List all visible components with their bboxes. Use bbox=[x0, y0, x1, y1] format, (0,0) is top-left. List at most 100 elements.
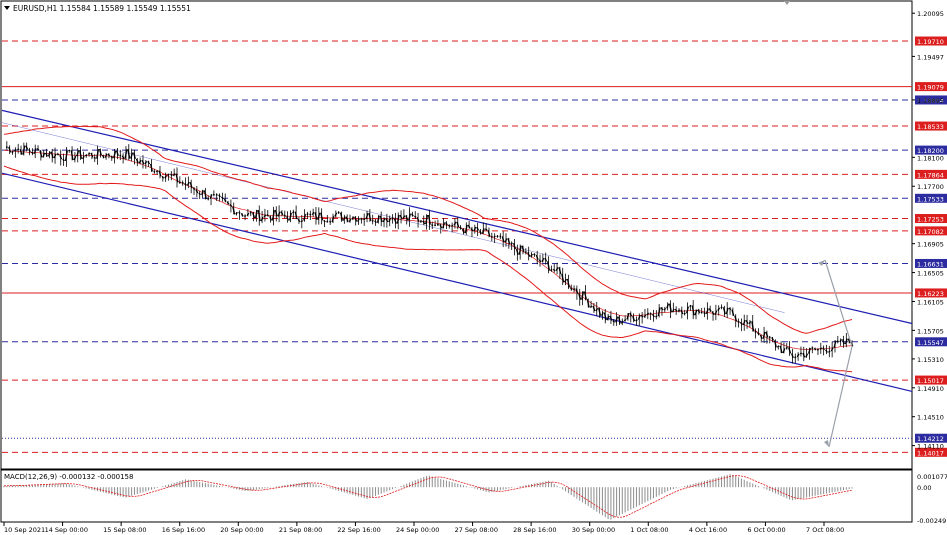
candle-body bbox=[379, 215, 383, 223]
candle-body bbox=[680, 309, 684, 315]
arrow-down bbox=[828, 346, 853, 448]
candle-body bbox=[771, 337, 775, 341]
candle-body bbox=[238, 211, 241, 214]
time-axis: 10 Sep 2021 14 Sep 00:00 15 Sep 08:00 16 Se… bbox=[3, 522, 844, 534]
candle-body bbox=[79, 150, 83, 160]
candle-body bbox=[734, 315, 738, 322]
level-tag-label: 1.16223 bbox=[917, 290, 944, 298]
channel-lower bbox=[1, 172, 913, 393]
candle-body bbox=[14, 149, 17, 152]
candle-body bbox=[317, 212, 321, 220]
candle-body bbox=[288, 212, 292, 221]
candle-body bbox=[807, 347, 811, 354]
time-tick-label: 24 Sep 00:00 bbox=[396, 526, 439, 534]
candle-body bbox=[73, 155, 77, 161]
candle-body bbox=[790, 353, 794, 358]
candle-body bbox=[167, 173, 170, 177]
candle-body bbox=[476, 226, 480, 231]
candle-body bbox=[689, 304, 692, 308]
macd-scale-label: 0.00 bbox=[917, 484, 931, 492]
candle-body bbox=[669, 303, 672, 313]
candle-body bbox=[515, 248, 519, 255]
candle-body bbox=[589, 305, 593, 308]
candle-body bbox=[124, 149, 128, 159]
candle-body bbox=[839, 339, 843, 343]
candle-body bbox=[487, 230, 491, 237]
candle-body bbox=[649, 312, 652, 315]
candle-body bbox=[521, 245, 525, 253]
candle-body bbox=[351, 216, 355, 220]
candle-body bbox=[158, 170, 162, 177]
candle-body bbox=[635, 319, 638, 322]
candle-body bbox=[615, 316, 619, 323]
candle-body bbox=[632, 316, 636, 322]
time-tick-label: 22 Sep 16:00 bbox=[337, 526, 380, 534]
dropdown-arrow-icon[interactable] bbox=[4, 6, 10, 10]
candle-body bbox=[436, 223, 439, 226]
candle-body bbox=[779, 345, 783, 354]
candle-body bbox=[22, 145, 26, 155]
candle-body bbox=[249, 211, 252, 214]
bollinger-bands bbox=[3, 125, 853, 373]
candle-body bbox=[776, 345, 780, 348]
candle-body bbox=[785, 346, 788, 349]
level-tag bbox=[915, 82, 947, 92]
candle-body bbox=[473, 226, 477, 232]
candle-body bbox=[422, 220, 426, 225]
candle-body bbox=[762, 331, 766, 339]
level-tag bbox=[915, 169, 947, 179]
candle-body bbox=[581, 291, 585, 300]
candle-body bbox=[626, 312, 630, 320]
candle-body bbox=[479, 230, 482, 235]
candle-body bbox=[742, 319, 746, 326]
candle-body bbox=[813, 347, 817, 351]
candle-body bbox=[544, 257, 548, 262]
candle-body bbox=[314, 212, 318, 220]
level-tag bbox=[915, 145, 947, 155]
candle-body bbox=[825, 349, 828, 353]
candle-body bbox=[533, 253, 536, 256]
level-tag-label: 1.17533 bbox=[917, 195, 944, 203]
candle-body bbox=[172, 173, 176, 177]
price-tick-label: 1.16905 bbox=[917, 241, 944, 249]
candle-body bbox=[382, 218, 386, 223]
candle-body bbox=[620, 320, 624, 324]
candle-body bbox=[334, 212, 338, 217]
candle-body bbox=[504, 238, 508, 243]
candle-body bbox=[226, 201, 230, 205]
candle-body bbox=[757, 332, 760, 336]
candle-body bbox=[643, 314, 647, 318]
candle-body bbox=[470, 228, 474, 232]
candle-body bbox=[209, 194, 213, 199]
level-tag-label: 1.17082 bbox=[917, 228, 944, 236]
time-tick-label: 4 Oct 16:00 bbox=[689, 526, 727, 534]
candle-body bbox=[396, 214, 400, 224]
candle-body bbox=[329, 220, 332, 223]
candle-body bbox=[280, 211, 284, 216]
candle-body bbox=[181, 181, 184, 184]
candle-body bbox=[782, 348, 786, 354]
candle-body bbox=[257, 209, 261, 222]
candle-body bbox=[655, 315, 658, 318]
candle-body bbox=[283, 214, 287, 217]
candle-body bbox=[671, 308, 675, 313]
candle-body bbox=[464, 224, 468, 234]
level-tag-label: 1.14017 bbox=[917, 449, 944, 457]
candle-body bbox=[416, 217, 420, 222]
level-tag bbox=[915, 288, 947, 298]
candle-body bbox=[90, 152, 94, 158]
candle-body bbox=[135, 158, 139, 164]
candle-body bbox=[609, 315, 613, 321]
candle-body bbox=[195, 189, 199, 194]
candle-body bbox=[186, 181, 190, 186]
candle-body bbox=[277, 211, 281, 217]
level-tag bbox=[915, 193, 947, 203]
candle-body bbox=[198, 192, 202, 196]
candle-body bbox=[374, 220, 377, 224]
candle-body bbox=[294, 211, 298, 220]
candle-body bbox=[819, 347, 823, 350]
candle-body bbox=[603, 312, 607, 321]
candle-body bbox=[828, 350, 831, 353]
candle-body bbox=[805, 353, 809, 358]
symbol-info: EURUSD,H1 1.15584 1.15589 1.15549 1.1555… bbox=[13, 4, 191, 13]
